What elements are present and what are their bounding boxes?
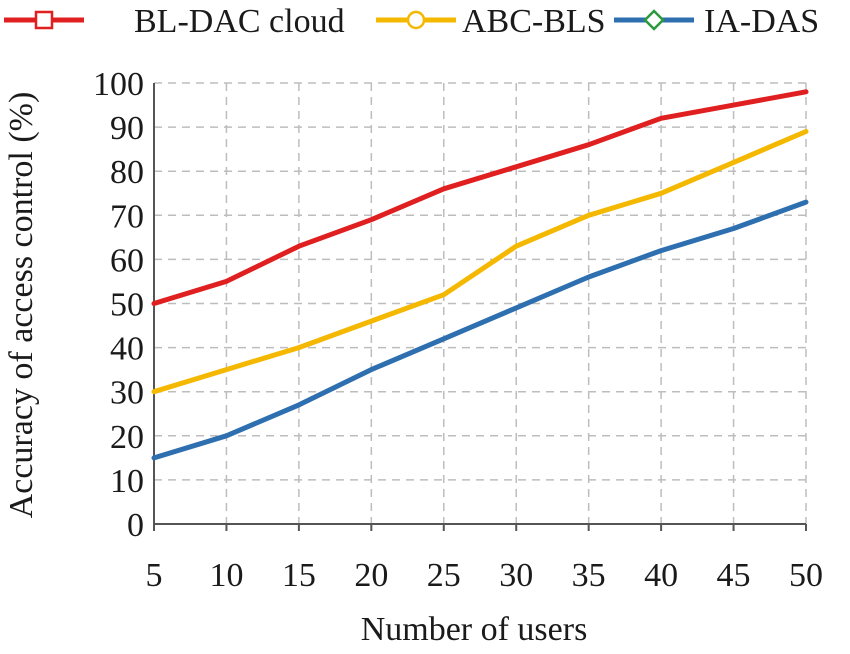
x-tick-label: 25 [427,557,461,594]
x-axis-label: Number of users [361,611,588,648]
series-line-1 [151,89,809,306]
y-tick-label: 30 [110,375,144,412]
y-tick-label: 100 [93,66,144,103]
series-group [151,89,809,461]
x-tick-label: 30 [499,557,533,594]
y-tick-label: 50 [110,287,144,324]
legend-label-3: IA-DAS [704,3,819,40]
y-tick-label: 70 [110,198,144,235]
x-tick-label: 50 [789,557,823,594]
y-tick-label: 90 [110,110,144,147]
legend-label-1: BL-DAC cloud [134,3,345,40]
y-tick-label: 40 [110,331,144,368]
y-tick-label: 0 [127,507,144,544]
legend-circle-marker [406,10,426,30]
x-tick-label: 45 [717,557,751,594]
y-axis-label: Accuracy of access control (%) [3,92,40,519]
series-line-2 [151,129,809,395]
tick-labels: 0 10 20 30 40 50 60 70 80 90 100 5 10 15 20 25 30 35 40 45 5… [93,66,823,594]
x-tick-label: 35 [572,557,606,594]
x-tick-label: 40 [644,557,678,594]
legend-square-marker [34,10,54,30]
grid [154,82,807,524]
series-line-3 [151,199,809,461]
y-tick-label: 20 [110,419,144,456]
axes [153,83,807,531]
legend-diamond-marker [643,9,665,31]
y-tick-label: 80 [110,154,144,191]
x-tick-label: 5 [146,557,163,594]
x-tick-label: 10 [209,557,243,594]
legend-label-2: ABC-BLS [462,3,606,40]
y-tick-label: 10 [110,463,144,500]
legend: BL-DAC cloud ABC-BLS IA-DAS [4,3,819,40]
x-tick-label: 20 [354,557,388,594]
x-tick-label: 15 [282,557,316,594]
y-tick-label: 60 [110,242,144,279]
